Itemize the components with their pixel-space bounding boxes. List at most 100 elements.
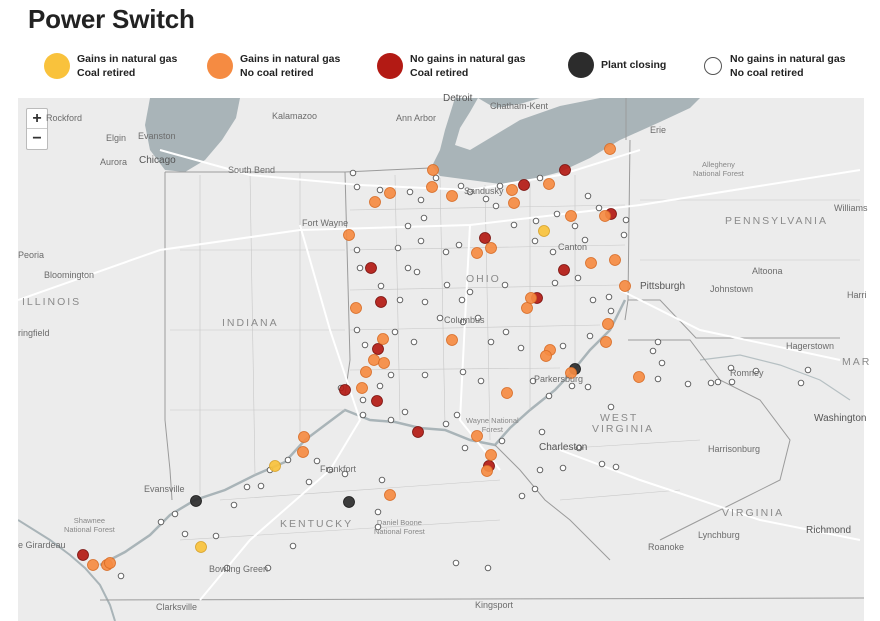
plant-marker-orange[interactable] (619, 280, 631, 292)
plant-marker-hollow[interactable] (459, 368, 467, 376)
plant-marker-hollow[interactable] (410, 338, 418, 346)
plant-marker-orange[interactable] (633, 371, 645, 383)
plant-marker-hollow[interactable] (420, 214, 428, 222)
plant-marker-hollow[interactable] (458, 296, 466, 304)
plant-marker-hollow[interactable] (387, 371, 395, 379)
plant-marker-hollow[interactable] (559, 464, 567, 472)
plant-marker-orange[interactable] (368, 354, 380, 366)
plant-marker-hollow[interactable] (620, 231, 628, 239)
plant-marker-hollow[interactable] (571, 222, 579, 230)
plant-marker-hollow[interactable] (421, 298, 429, 306)
plant-marker-hollow[interactable] (482, 195, 490, 203)
plant-marker-hollow[interactable] (443, 281, 451, 289)
plant-marker-hollow[interactable] (612, 463, 620, 471)
plant-marker-hollow[interactable] (391, 328, 399, 336)
plant-marker-orange[interactable] (87, 559, 99, 571)
plant-marker-orange[interactable] (384, 187, 396, 199)
plant-marker-hollow[interactable] (510, 221, 518, 229)
zoom-out-button[interactable]: − (32, 130, 42, 147)
plant-marker-hollow[interactable] (474, 314, 482, 322)
plant-marker-orange[interactable] (377, 333, 389, 345)
plant-marker-orange[interactable] (602, 318, 614, 330)
plant-marker-hollow[interactable] (442, 420, 450, 428)
plant-marker-hollow[interactable] (536, 174, 544, 182)
plant-marker-hollow[interactable] (517, 344, 525, 352)
plant-marker-hollow[interactable] (401, 408, 409, 416)
plant-marker-hollow[interactable] (436, 314, 444, 322)
plant-marker-hollow[interactable] (243, 483, 251, 491)
plant-marker-hollow[interactable] (461, 444, 469, 452)
plant-marker-orange[interactable] (609, 254, 621, 266)
plant-marker-red[interactable] (518, 179, 530, 191)
plant-marker-orange[interactable] (543, 178, 555, 190)
plant-marker-orange[interactable] (104, 557, 116, 569)
plant-marker-hollow[interactable] (531, 485, 539, 493)
plant-marker-hollow[interactable] (466, 188, 474, 196)
plant-marker-hollow[interactable] (538, 428, 546, 436)
plant-marker-orange[interactable] (446, 190, 458, 202)
plant-marker-hollow[interactable] (649, 347, 657, 355)
plant-marker-hollow[interactable] (654, 375, 662, 383)
map[interactable] (18, 98, 864, 621)
plant-marker-orange[interactable] (427, 164, 439, 176)
plant-marker-hollow[interactable] (289, 542, 297, 550)
plant-marker-hollow[interactable] (714, 378, 722, 386)
plant-marker-hollow[interactable] (353, 183, 361, 191)
plant-marker-hollow[interactable] (376, 382, 384, 390)
plant-marker-hollow[interactable] (487, 338, 495, 346)
plant-marker-hollow[interactable] (284, 456, 292, 464)
plant-marker-hollow[interactable] (501, 281, 509, 289)
plant-marker-hollow[interactable] (421, 371, 429, 379)
plant-marker-hollow[interactable] (442, 248, 450, 256)
plant-marker-hollow[interactable] (374, 523, 382, 531)
plant-marker-hollow[interactable] (498, 437, 506, 445)
plant-marker-red[interactable] (559, 164, 571, 176)
plant-marker-yellow[interactable] (269, 460, 281, 472)
plant-marker-hollow[interactable] (117, 572, 125, 580)
plant-marker-red[interactable] (479, 232, 491, 244)
plant-marker-red[interactable] (372, 343, 384, 355)
plant-marker-black[interactable] (190, 495, 202, 507)
plant-marker-hollow[interactable] (396, 296, 404, 304)
plant-marker-hollow[interactable] (502, 328, 510, 336)
plant-marker-hollow[interactable] (589, 296, 597, 304)
plant-marker-hollow[interactable] (376, 186, 384, 194)
plant-marker-hollow[interactable] (551, 279, 559, 287)
plant-marker-hollow[interactable] (559, 342, 567, 350)
plant-marker-hollow[interactable] (349, 169, 357, 177)
plant-marker-hollow[interactable] (568, 382, 576, 390)
plant-marker-orange[interactable] (369, 196, 381, 208)
plant-marker-orange[interactable] (297, 446, 309, 458)
plant-marker-hollow[interactable] (581, 236, 589, 244)
plant-marker-hollow[interactable] (387, 416, 395, 424)
plant-marker-hollow[interactable] (459, 318, 467, 326)
plant-marker-orange[interactable] (378, 357, 390, 369)
plant-marker-hollow[interactable] (157, 518, 165, 526)
plant-marker-orange[interactable] (600, 336, 612, 348)
plant-marker-hollow[interactable] (466, 288, 474, 296)
plant-marker-hollow[interactable] (553, 210, 561, 218)
plant-marker-hollow[interactable] (417, 196, 425, 204)
plant-marker-yellow[interactable] (538, 225, 550, 237)
plant-marker-orange[interactable] (360, 366, 372, 378)
plant-marker-hollow[interactable] (607, 403, 615, 411)
plant-marker-hollow[interactable] (257, 482, 265, 490)
plant-marker-hollow[interactable] (374, 508, 382, 516)
plant-marker-yellow[interactable] (195, 541, 207, 553)
plant-marker-red[interactable] (375, 296, 387, 308)
plant-marker-hollow[interactable] (404, 222, 412, 230)
plant-marker-hollow[interactable] (549, 248, 557, 256)
plant-marker-hollow[interactable] (377, 282, 385, 290)
plant-marker-hollow[interactable] (532, 217, 540, 225)
plant-marker-hollow[interactable] (496, 182, 504, 190)
plant-marker-red[interactable] (558, 264, 570, 276)
plant-marker-hollow[interactable] (752, 367, 760, 375)
zoom-in-button[interactable]: + (27, 109, 47, 129)
plant-marker-hollow[interactable] (361, 341, 369, 349)
plant-marker-hollow[interactable] (452, 559, 460, 567)
plant-marker-hollow[interactable] (477, 377, 485, 385)
plant-marker-hollow[interactable] (804, 366, 812, 374)
plant-marker-hollow[interactable] (727, 364, 735, 372)
plant-marker-hollow[interactable] (607, 307, 615, 315)
plant-marker-hollow[interactable] (353, 326, 361, 334)
